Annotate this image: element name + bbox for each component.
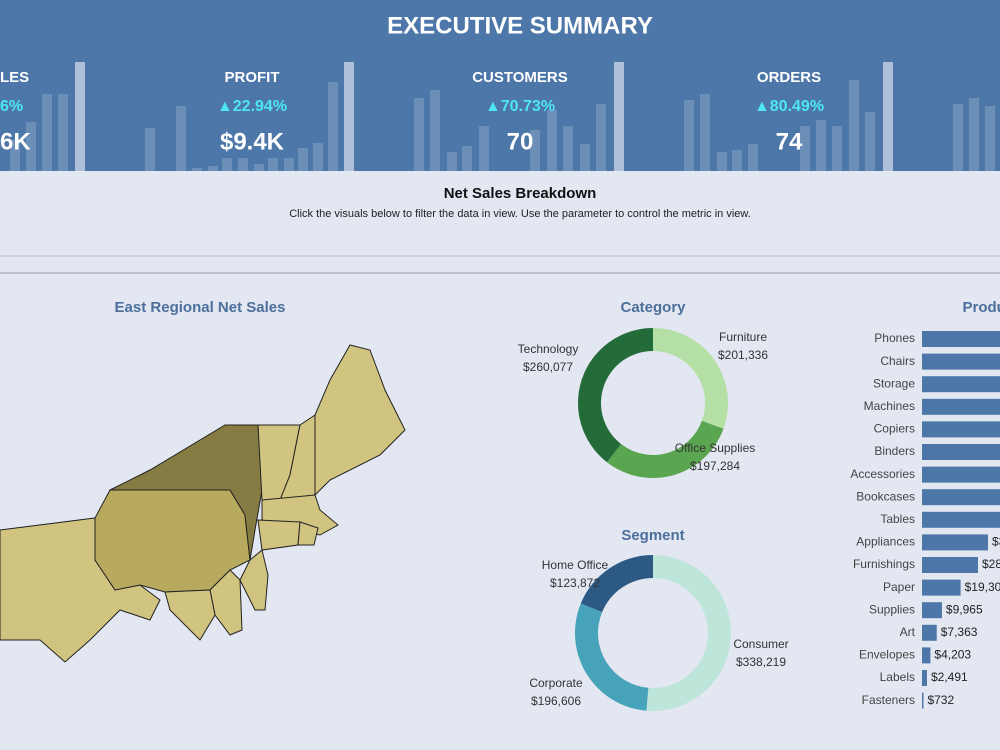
- breakdown-subtitle: Click the visuals below to filter the da…: [289, 208, 751, 220]
- bar-label: Supplies: [869, 602, 915, 616]
- bar-value: $33,000: [992, 535, 1000, 549]
- bar: [922, 534, 988, 551]
- bar: [922, 444, 1000, 460]
- bar: [922, 557, 978, 573]
- kpi-change: ▲22.94%: [217, 98, 287, 115]
- bar-label: Copiers: [874, 422, 915, 436]
- bar-label: Bookcases: [856, 489, 915, 503]
- bar-label: Appliances: [856, 535, 915, 549]
- bar-value: $732: [927, 693, 954, 707]
- bar: [922, 421, 1000, 438]
- map-title: East Regional Net Sales: [115, 299, 286, 316]
- chart-title: Segment: [621, 527, 684, 544]
- kpi-title: PROFIT: [225, 69, 280, 86]
- bar-label: Binders: [874, 444, 915, 458]
- bar-value: $4,203: [934, 648, 971, 662]
- spark-bars: [10, 80, 995, 171]
- bar: [922, 353, 1000, 370]
- header-band: [0, 0, 1000, 171]
- slice-value: $338,219: [736, 655, 786, 669]
- bar: [922, 376, 1000, 393]
- slice-label: Corporate: [529, 676, 583, 690]
- spark-highlight: [75, 62, 893, 171]
- kpi-change: ▲80.49%: [754, 98, 824, 115]
- bar: [922, 489, 1000, 506]
- slice-label: Office Supplies: [675, 441, 756, 455]
- bar: [922, 692, 924, 709]
- bar-label: Fasteners: [862, 693, 915, 707]
- slice-value: $201,336: [718, 348, 768, 362]
- kpi-value: 74: [776, 128, 803, 155]
- bar: [922, 398, 1000, 415]
- slice-value: $260,077: [523, 360, 573, 374]
- slice-value: $196,606: [531, 694, 581, 708]
- bar-label: Machines: [864, 399, 915, 413]
- kpi-change: 6%: [0, 98, 23, 115]
- bar: [922, 511, 1000, 528]
- donut-slice: [646, 555, 732, 711]
- kpi-value: 6K: [0, 128, 31, 155]
- bar-value: $19,300: [965, 580, 1000, 594]
- bar-value: $28,000: [982, 557, 1000, 571]
- breakdown-title: Net Sales Breakdown: [444, 185, 597, 202]
- donut-slice: [580, 555, 653, 613]
- kpi-change: ▲70.73%: [485, 98, 555, 115]
- bar-label: Labels: [880, 670, 915, 684]
- bar-value: $7,363: [941, 625, 978, 639]
- bar: [922, 331, 1000, 347]
- bar-label: Envelopes: [859, 648, 915, 662]
- slice-value: $197,284: [690, 459, 740, 473]
- bar: [922, 647, 931, 664]
- slice-label: Technology: [518, 342, 579, 356]
- bar-label: Furnishings: [853, 557, 915, 571]
- donut-slice: [578, 328, 653, 463]
- bar: [922, 602, 942, 619]
- kpi-title: LES: [0, 69, 29, 86]
- bar-label: Art: [900, 625, 916, 639]
- slice-label: Furniture: [719, 330, 767, 344]
- chart-title: Products: [962, 299, 1000, 316]
- slice-value: $123,872: [550, 576, 600, 590]
- map: [0, 344, 406, 663]
- kpi-value: 70: [507, 128, 534, 155]
- slice-label: Home Office: [542, 558, 609, 572]
- chart-title: Category: [620, 299, 686, 316]
- bar-label: Tables: [880, 512, 915, 526]
- bar-label: Chairs: [880, 354, 915, 368]
- bar-label: Accessories: [850, 467, 915, 481]
- bar: [922, 670, 927, 686]
- donut-slice: [606, 420, 724, 478]
- kpi-value: $9.4K: [220, 128, 285, 155]
- bar-label: Paper: [883, 580, 915, 594]
- bar-value: $9,965: [946, 602, 983, 616]
- bar: [922, 579, 961, 596]
- bar: [922, 624, 937, 641]
- bar: [922, 466, 1000, 483]
- slice-label: Consumer: [733, 637, 788, 651]
- donut-slice: [653, 328, 728, 429]
- donut-slice: [575, 603, 649, 711]
- bar-label: Storage: [873, 376, 915, 390]
- bar-value: $2,491: [931, 670, 968, 684]
- kpi-title: ORDERS: [757, 69, 821, 86]
- header-title: EXECUTIVE SUMMARY: [387, 12, 653, 39]
- kpi-title: CUSTOMERS: [472, 69, 568, 86]
- bar-label: Phones: [874, 331, 915, 345]
